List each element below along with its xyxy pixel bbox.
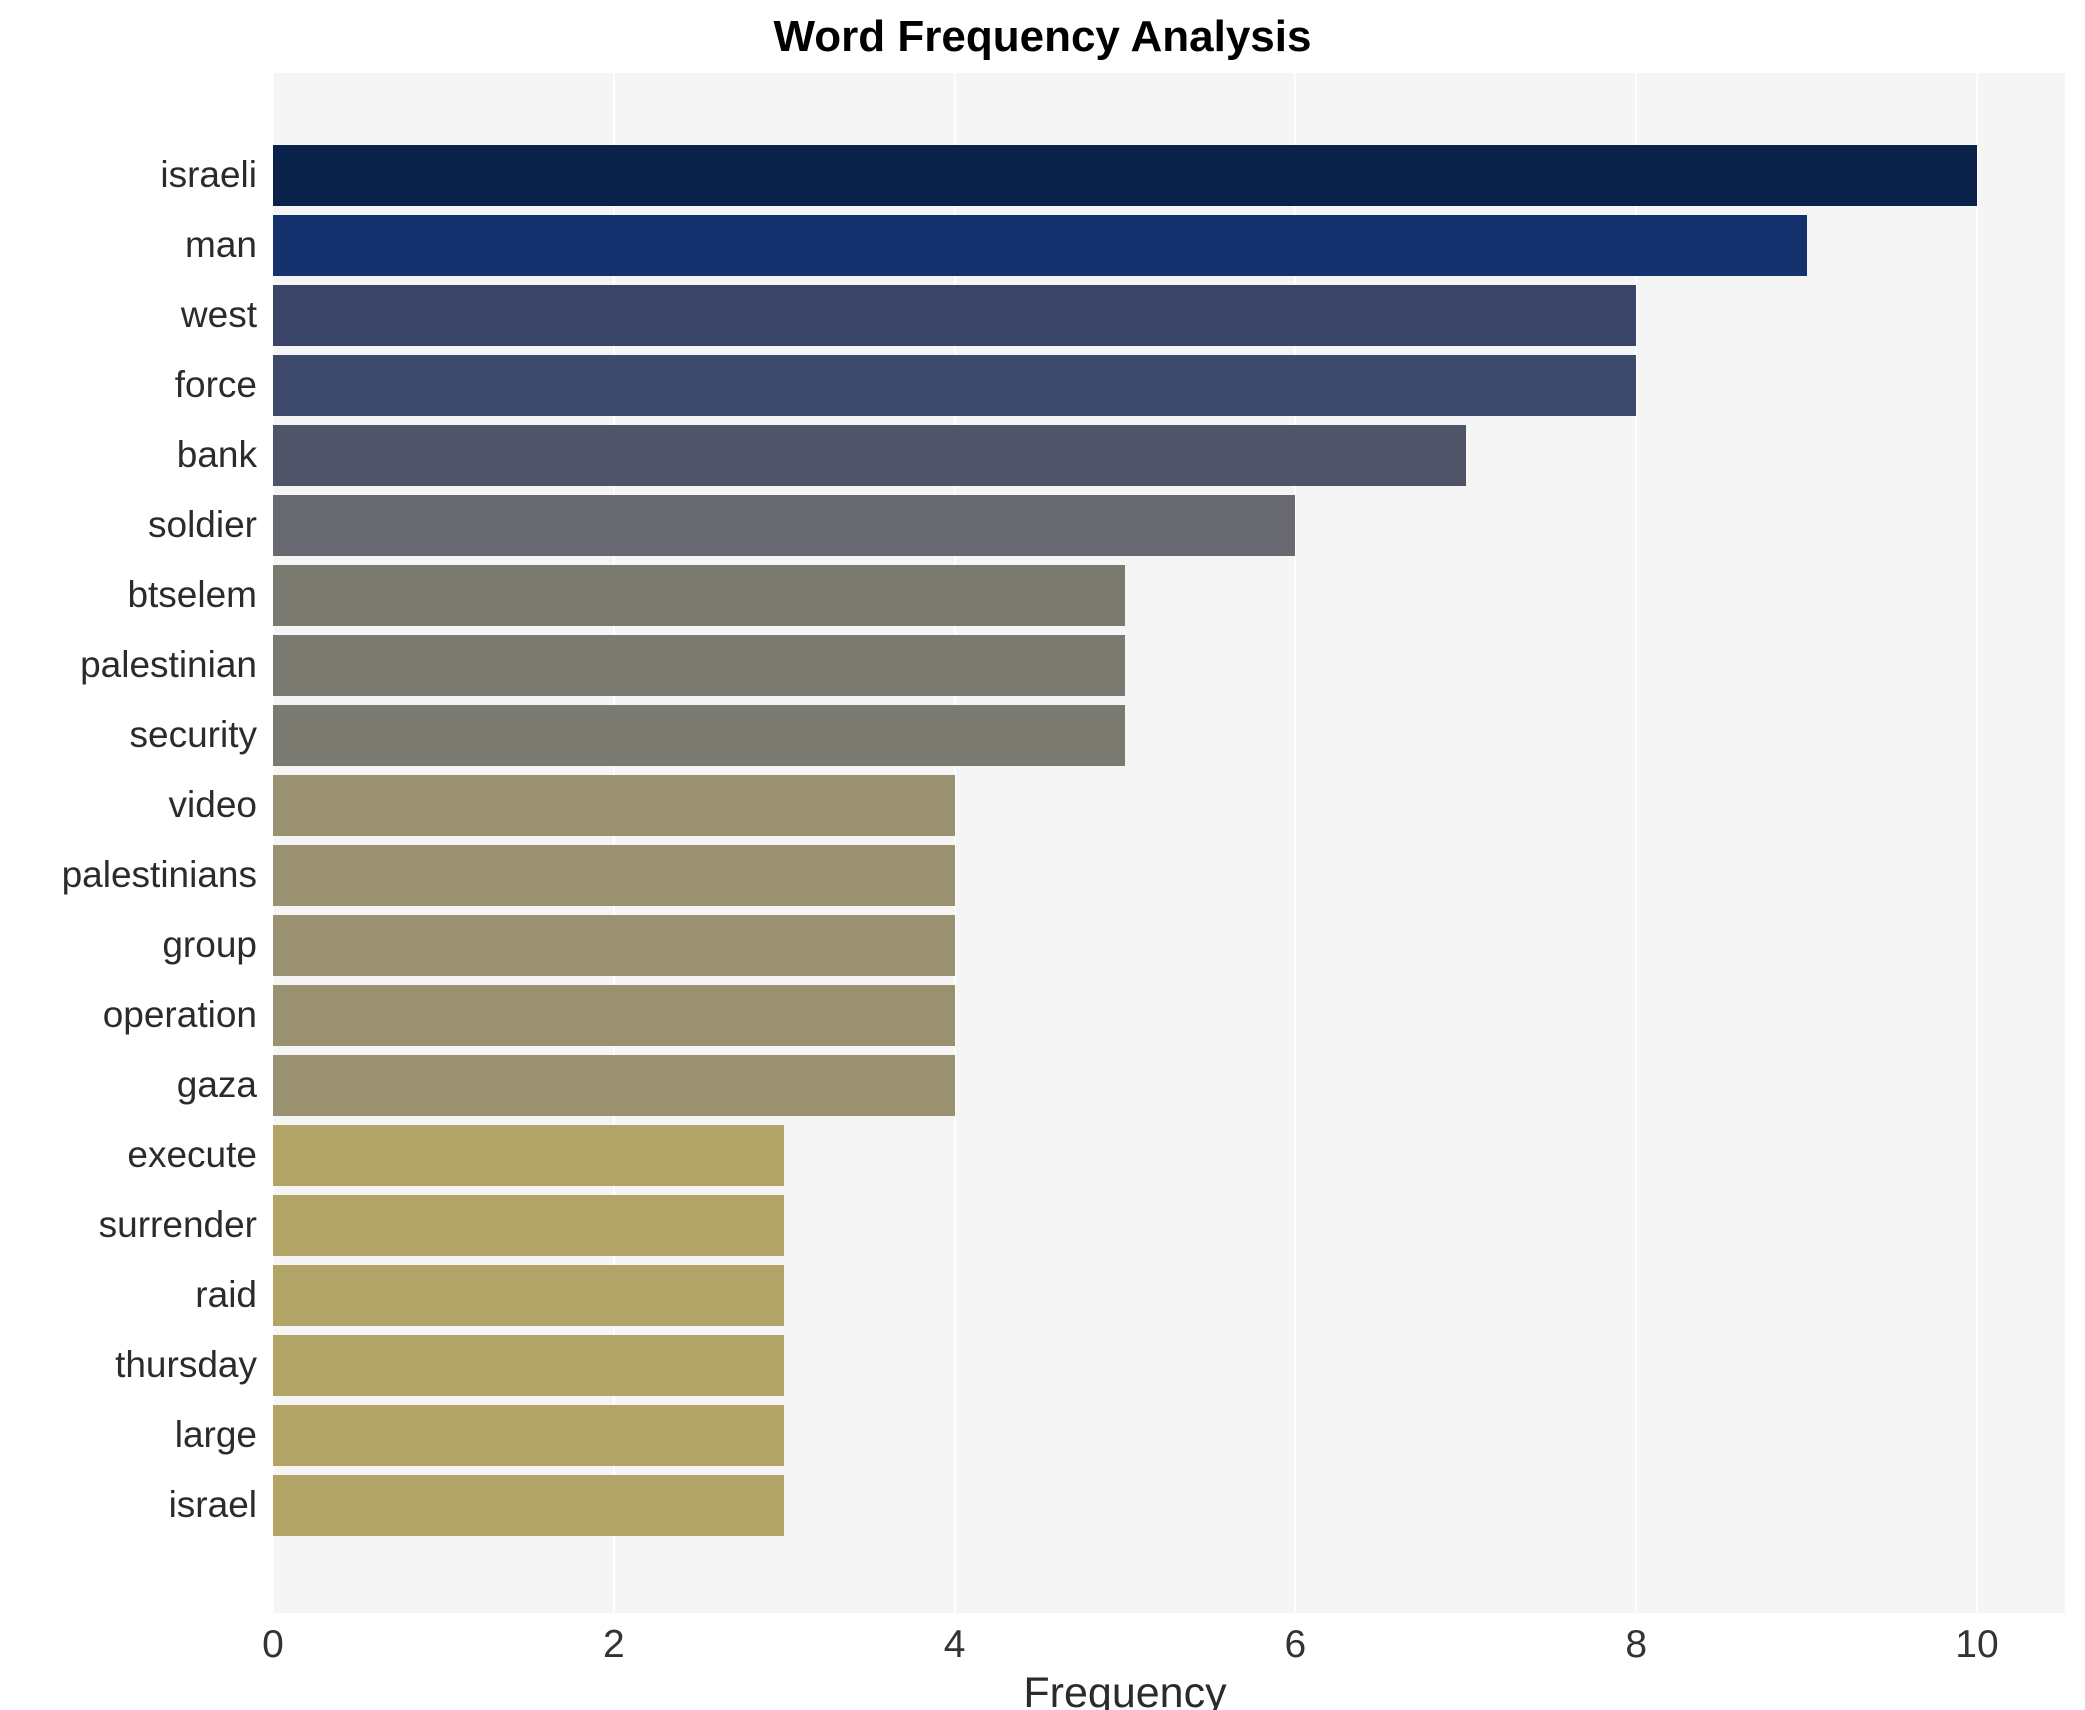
- y-axis-label-soldier: soldier: [148, 504, 257, 545]
- y-axis-label-large: large: [174, 1414, 257, 1455]
- x-tick-label-4: 4: [943, 1623, 966, 1666]
- y-axis-label-force: force: [174, 364, 257, 405]
- x-tick-label-6: 6: [1284, 1623, 1307, 1666]
- bar-row-large: [273, 1400, 1977, 1470]
- bar-bank: [273, 424, 1466, 486]
- y-axis-label-palestinian: palestinian: [80, 644, 257, 685]
- y-axis-label-gaza: gaza: [176, 1064, 257, 1105]
- bar-rows: [273, 140, 1977, 1540]
- bar-row-force: [273, 350, 1977, 420]
- bar-west: [273, 284, 1637, 346]
- bar-execute: [273, 1124, 785, 1186]
- y-axis-label-thursday: thursday: [115, 1344, 257, 1385]
- chart-title: Word Frequency Analysis: [773, 12, 1312, 61]
- bar-btselem: [273, 564, 1125, 626]
- plot-area: [272, 73, 2065, 1613]
- bar-row-video: [273, 770, 1977, 840]
- y-axis-label-palestinians: palestinians: [61, 854, 257, 895]
- y-axis-labels: israeli man west force bank soldier btselem pal…: [0, 73, 273, 1613]
- bar-row-gaza: [273, 1050, 1977, 1120]
- y-axis-label-west: west: [180, 294, 257, 335]
- bar-group: [273, 914, 955, 976]
- chart-body: israeli man west force bank soldier btselem pal…: [0, 73, 2085, 1613]
- bar-row-security: [273, 700, 1977, 770]
- bar-palestinians: [273, 844, 955, 906]
- x-axis: 0 2 4 6 8 10: [0, 1613, 2085, 1669]
- bar-surrender: [273, 1194, 785, 1256]
- bar-row-bank: [273, 420, 1977, 490]
- y-axis-label-israel: israel: [168, 1484, 257, 1525]
- bar-row-palestinian: [273, 630, 1977, 700]
- bar-palestinian: [273, 634, 1125, 696]
- bar-row-soldier: [273, 490, 1977, 560]
- y-axis-label-surrender: surrender: [98, 1204, 257, 1245]
- bar-row-surrender: [273, 1190, 1977, 1260]
- bar-row-palestinians: [273, 840, 1977, 910]
- y-axis-label-security: security: [129, 714, 257, 755]
- x-axis-ticks: 0 2 4 6 8 10: [262, 1613, 1999, 1669]
- y-axis-label-bank: bank: [176, 434, 257, 475]
- bar-row-thursday: [273, 1330, 1977, 1400]
- bar-man: [273, 214, 1807, 276]
- y-axis-label-man: man: [185, 224, 257, 265]
- bar-security: [273, 704, 1125, 766]
- x-tick-label-8: 8: [1625, 1623, 1648, 1666]
- bar-row-btselem: [273, 560, 1977, 630]
- bar-row-israeli: [273, 140, 1977, 210]
- bar-row-execute: [273, 1120, 1977, 1190]
- bar-operation: [273, 984, 955, 1046]
- bar-row-raid: [273, 1260, 1977, 1330]
- y-axis-label-execute: execute: [127, 1134, 257, 1175]
- y-axis-label-raid: raid: [195, 1274, 257, 1315]
- bar-row-group: [273, 910, 1977, 980]
- bar-row-operation: [273, 980, 1977, 1050]
- bar-force: [273, 354, 1637, 416]
- y-axis-label-israeli: israeli: [160, 154, 257, 195]
- x-tick-label-2: 2: [602, 1623, 625, 1666]
- x-axis-spacer: [0, 1613, 273, 1669]
- y-axis-label-group: group: [162, 924, 257, 965]
- bar-israeli: [273, 144, 1977, 206]
- bar-video: [273, 774, 955, 836]
- y-axis-label-operation: operation: [102, 994, 257, 1035]
- x-axis-title: Frequency: [1023, 1669, 1227, 1710]
- y-axis-label-btselem: btselem: [127, 574, 257, 615]
- bar-soldier: [273, 494, 1296, 556]
- bar-israel: [273, 1474, 785, 1536]
- bar-gaza: [273, 1054, 955, 1116]
- bar-row-israel: [273, 1470, 1977, 1540]
- x-tick-label-0: 0: [262, 1623, 284, 1666]
- bar-raid: [273, 1264, 785, 1326]
- bar-thursday: [273, 1334, 785, 1396]
- bar-row-man: [273, 210, 1977, 280]
- bar-row-west: [273, 280, 1977, 350]
- x-tick-label-10: 10: [1955, 1623, 1999, 1666]
- bar-large: [273, 1404, 785, 1466]
- y-axis-label-video: video: [168, 784, 257, 825]
